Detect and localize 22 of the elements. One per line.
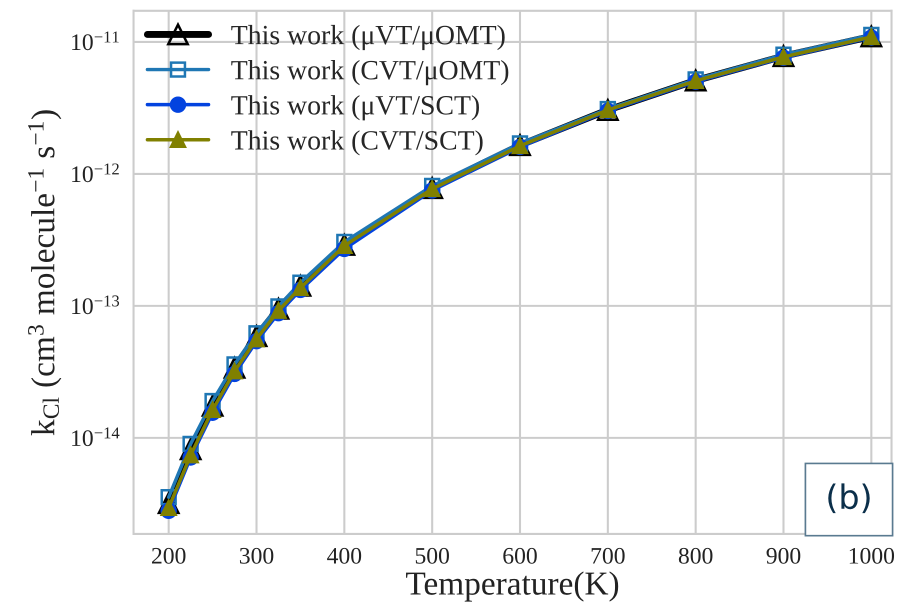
legend-label: This work (CVT/μOMT) — [231, 60, 508, 86]
y-tick-label: 10$^{−11}$ — [72, 31, 119, 50]
x-tick-label: 200 — [152, 548, 186, 564]
x-axis-title: Temperature(K) — [406, 571, 618, 602]
point — [336, 238, 353, 254]
y-tick-label: 10$^{−14}$ — [72, 427, 120, 446]
x-tick-label: 500 — [416, 548, 449, 564]
x-tick-label: 400 — [327, 548, 362, 564]
x-tick-label: 900 — [766, 548, 800, 564]
y-tick-label: 10$^{−13}$ — [72, 295, 120, 314]
x-tick-label: 700 — [592, 548, 625, 564]
legend-label: This work (CVT/SCT) — [231, 130, 483, 156]
x-tick-label: 300 — [240, 548, 274, 564]
x-tick-label: 800 — [678, 548, 712, 564]
text: k$_{Cl}$ (cm$^{3}$ molecule$^{−1}$ s$^{−1}$) — [28, 110, 62, 436]
annotation: (b) — [828, 483, 870, 514]
legend-label: This work (μVT/μOMT) — [231, 24, 505, 50]
point — [336, 234, 353, 250]
legend-label: This work (μVT/SCT) — [231, 95, 479, 120]
y-tick-label: 10$^{−12}$ — [72, 163, 119, 182]
x-tick-label: 1000 — [850, 548, 894, 564]
x-tick-label: 600 — [503, 548, 537, 564]
